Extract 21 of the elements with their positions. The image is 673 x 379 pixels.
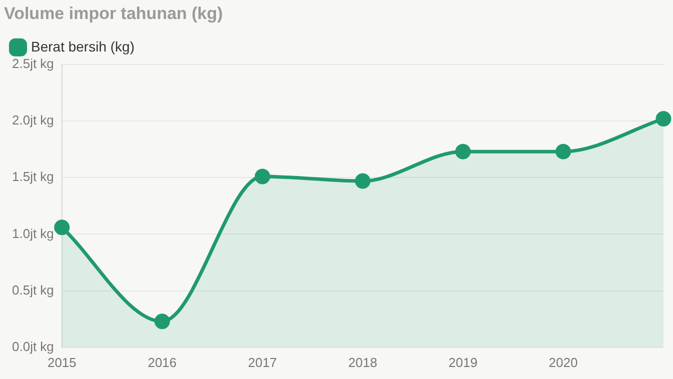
point: [555, 144, 571, 160]
legend-label: Berat bersih (kg): [31, 38, 134, 54]
point: [154, 314, 170, 330]
x-tick-label: 2017: [248, 354, 277, 370]
point: [455, 144, 471, 160]
x-tick-label: 2016: [148, 354, 177, 370]
y-tick-label: 1.5jt kg: [12, 169, 54, 184]
y-tick-label: 2.0jt kg: [12, 112, 54, 128]
x-tick-label: 2020: [548, 354, 578, 370]
x-tick-label: 2019: [448, 354, 478, 370]
point: [54, 220, 70, 236]
x-tick-label: 2015: [47, 354, 76, 370]
point: [354, 173, 370, 189]
y-tick-label: 0.0jt kg: [12, 338, 54, 354]
point: [254, 168, 270, 184]
y-tick-label: 1.0jt kg: [12, 226, 54, 241]
point: [656, 110, 672, 126]
y-tick-label: 2.5jt kg: [12, 56, 54, 71]
chart-title: Volume impor tahunan (kg): [4, 4, 223, 23]
y-tick-label: 0.5jt kg: [12, 282, 54, 298]
x-tick-label: 2018: [348, 354, 378, 370]
